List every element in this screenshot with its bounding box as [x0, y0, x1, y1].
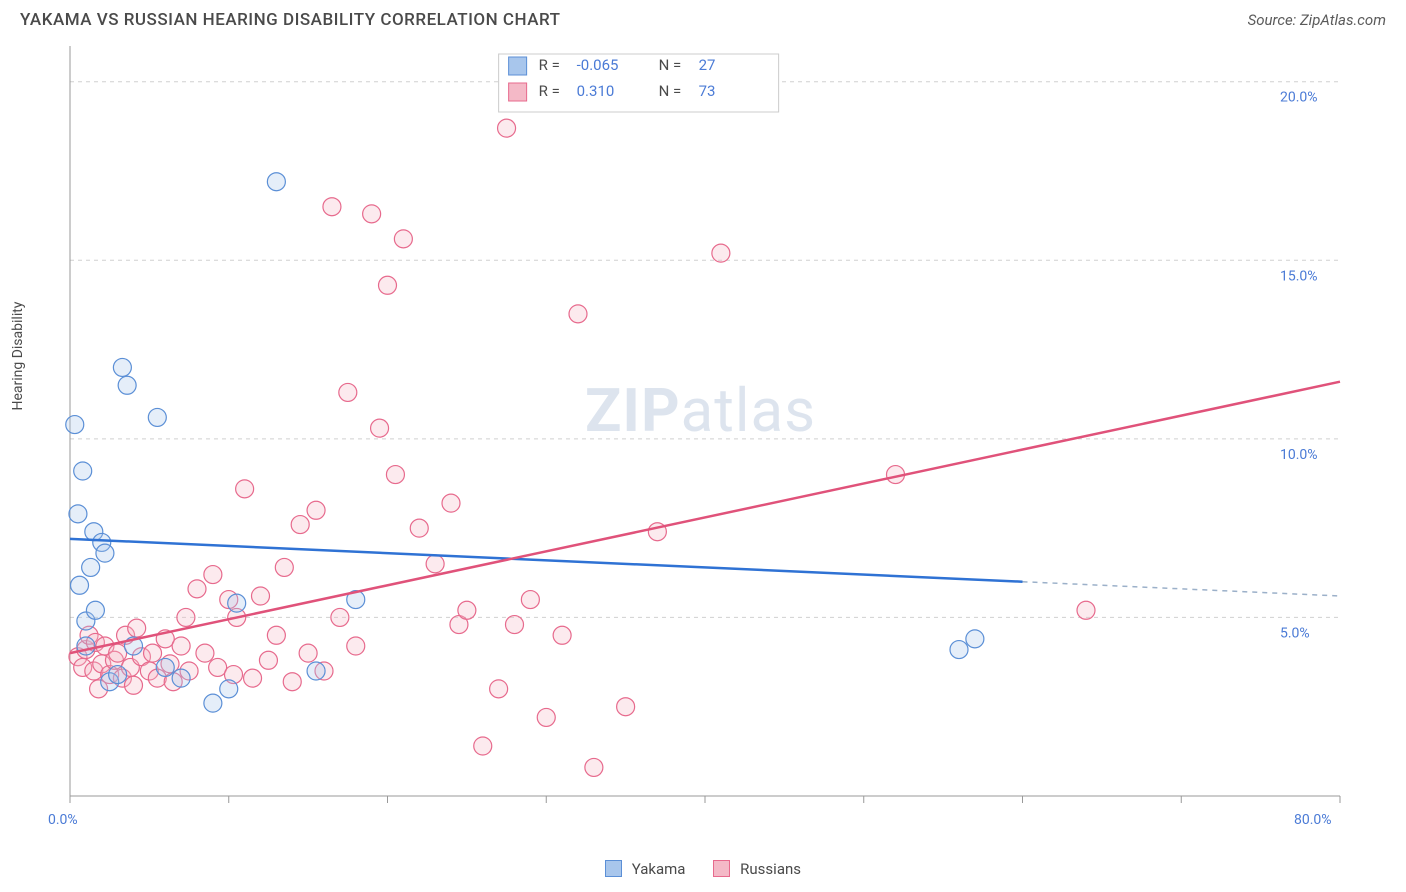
svg-text:20.0%: 20.0%: [1280, 90, 1318, 106]
legend-bottom: Yakama Russians: [20, 860, 1386, 878]
svg-text:0.0%: 0.0%: [48, 812, 78, 828]
chart-source: Source: ZipAtlas.com: [1248, 11, 1386, 29]
svg-text:15.0%: 15.0%: [1280, 268, 1318, 284]
svg-text:ZIPatlas: ZIPatlas: [585, 375, 816, 446]
chart-title: YAKAMA VS RUSSIAN HEARING DISABILITY COR…: [20, 10, 560, 30]
legend-label-yakama: Yakama: [632, 860, 686, 878]
legend-item-russians: Russians: [713, 860, 801, 878]
svg-text:-0.065: -0.065: [577, 56, 619, 74]
svg-text:R =: R =: [539, 56, 560, 74]
svg-text:N =: N =: [659, 56, 682, 74]
svg-text:0.310: 0.310: [577, 82, 615, 100]
svg-text:27: 27: [699, 56, 716, 74]
svg-text:N =: N =: [659, 82, 682, 100]
svg-text:R =: R =: [539, 82, 560, 100]
svg-text:5.0%: 5.0%: [1280, 625, 1310, 641]
svg-text:80.0%: 80.0%: [1294, 812, 1332, 828]
svg-text:10.0%: 10.0%: [1280, 447, 1318, 463]
legend-swatch-russians: [713, 860, 730, 877]
chart-header: YAKAMA VS RUSSIAN HEARING DISABILITY COR…: [0, 0, 1406, 36]
scatter-chart: 5.0% 10.0% 15.0% 20.0% 0.0% 80.0% ZIPatlas R =-…: [20, 36, 1350, 856]
chart-area: Hearing Disability 5.0%10.0%15.0%20.0%0.…: [20, 36, 1386, 878]
svg-text:73: 73: [699, 82, 716, 100]
legend-label-russians: Russians: [740, 860, 801, 878]
legend-item-yakama: Yakama: [605, 860, 685, 878]
legend-swatch-yakama: [605, 860, 622, 877]
y-axis-label: Hearing Disability: [10, 302, 26, 411]
